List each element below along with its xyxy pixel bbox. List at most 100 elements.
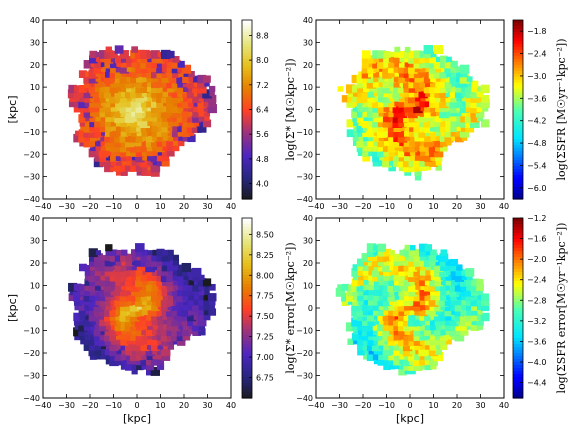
heatmap-cell: [383, 259, 391, 266]
heatmap-cell: [428, 297, 439, 307]
heatmap-cell: [167, 338, 175, 346]
heatmap-cell: [476, 115, 484, 122]
heatmap-cell: [414, 164, 422, 172]
colorbar-segment: [513, 172, 523, 176]
heatmap-cell: [367, 124, 376, 133]
heatmap-cell: [142, 115, 148, 122]
heatmap-cell: [162, 90, 169, 97]
heatmap-cell: [152, 298, 159, 306]
heatmap-cell: [116, 339, 122, 345]
heatmap-cell: [425, 304, 432, 311]
heatmap-cell: [419, 70, 427, 78]
heatmap-cell: [145, 288, 155, 297]
heatmap-cell: [140, 288, 150, 297]
x-tick-label: −10: [105, 202, 122, 211]
heatmap-cell: [444, 64, 454, 74]
heatmap-cell: [84, 288, 93, 296]
heatmap-cell: [161, 119, 170, 128]
heatmap-cell: [188, 293, 195, 301]
colorbar-segment: [513, 169, 523, 173]
heatmap-cell: [413, 293, 423, 302]
heatmap-cell: [373, 140, 380, 147]
heatmap-cell: [100, 66, 107, 72]
colorbar-segment: [513, 73, 523, 78]
heatmap-cell: [378, 144, 386, 152]
heatmap-cell: [131, 46, 139, 53]
heatmap-cell: [439, 268, 449, 277]
heatmap-cell: [104, 278, 113, 287]
heatmap-cell: [100, 140, 107, 146]
heatmap-cell: [160, 272, 171, 283]
heatmap-cell: [83, 342, 93, 351]
heatmap-cell: [414, 140, 422, 146]
heatmap-cell: [389, 343, 396, 350]
heatmap-cell: [115, 75, 124, 84]
heatmap-cell: [388, 358, 396, 366]
heatmap-cell: [192, 318, 201, 326]
heatmap-cell: [104, 133, 114, 143]
heatmap-cell: [126, 120, 133, 126]
heatmap-cell: [157, 318, 164, 326]
colorbar-segment: [242, 389, 252, 393]
heatmap-cell: [120, 119, 129, 128]
heatmap-cell: [434, 283, 443, 292]
heatmap-cell: [135, 277, 145, 287]
heatmap-cell: [125, 253, 134, 262]
heatmap-cell: [372, 308, 381, 316]
heatmap-cell: [95, 279, 102, 286]
heatmap-cell: [147, 115, 154, 122]
heatmap-cell: [188, 289, 195, 296]
heatmap-cell: [415, 150, 421, 156]
heatmap-cell: [440, 249, 448, 256]
heatmap-cell: [361, 69, 371, 79]
heatmap-cell: [441, 324, 447, 330]
colorbar-segment: [513, 28, 523, 33]
colorbar-segment: [242, 82, 252, 87]
heatmap-cell: [85, 314, 91, 320]
heatmap-cell: [145, 327, 155, 336]
heatmap-cell: [460, 124, 469, 132]
heatmap-cell: [357, 129, 365, 137]
heatmap-cell: [162, 86, 169, 92]
colorbar-tick-label: 7.2: [256, 81, 269, 90]
heatmap-cell: [346, 129, 355, 138]
heatmap-cell: [480, 84, 490, 94]
heatmap-cell: [392, 114, 402, 123]
heatmap-cell: [68, 84, 77, 93]
heatmap-cell: [207, 293, 217, 302]
heatmap-cell: [337, 86, 344, 92]
heatmap-cell: [151, 109, 160, 118]
heatmap-cell: [187, 317, 196, 327]
heatmap-cell: [428, 282, 439, 292]
heatmap-cell: [464, 84, 475, 94]
heatmap-cell: [388, 100, 396, 108]
heatmap-cell: [368, 61, 375, 67]
heatmap-cell: [114, 55, 124, 64]
heatmap-cell: [372, 104, 381, 113]
heatmap-cell: [372, 134, 381, 142]
colorbar-segment: [513, 389, 523, 393]
heatmap-cell: [89, 119, 98, 128]
colorbar-segment: [513, 25, 523, 30]
heatmap-cell: [460, 323, 469, 331]
heatmap-cell: [198, 304, 206, 311]
heatmap-cell: [383, 352, 391, 361]
heatmap-cell: [424, 104, 433, 113]
colorbar-segment: [513, 196, 523, 200]
heatmap-cell: [151, 79, 160, 89]
heatmap-cell: [424, 323, 432, 331]
heatmap-cell: [362, 154, 371, 162]
heatmap-cell: [353, 125, 359, 131]
heatmap-cell: [160, 297, 171, 307]
colorbar-segment: [513, 109, 523, 114]
heatmap-cell: [461, 299, 468, 306]
colorbar-segment: [242, 20, 252, 24]
colorbar-segment: [242, 248, 252, 252]
heatmap-cell: [413, 158, 423, 168]
heatmap-cell: [413, 323, 423, 331]
colorbar-tick-label: 7.50: [256, 312, 274, 321]
heatmap-cell: [156, 308, 165, 316]
colorbar-segment: [513, 359, 523, 363]
heatmap-cell: [73, 312, 83, 322]
colorbar-segment: [242, 124, 252, 128]
